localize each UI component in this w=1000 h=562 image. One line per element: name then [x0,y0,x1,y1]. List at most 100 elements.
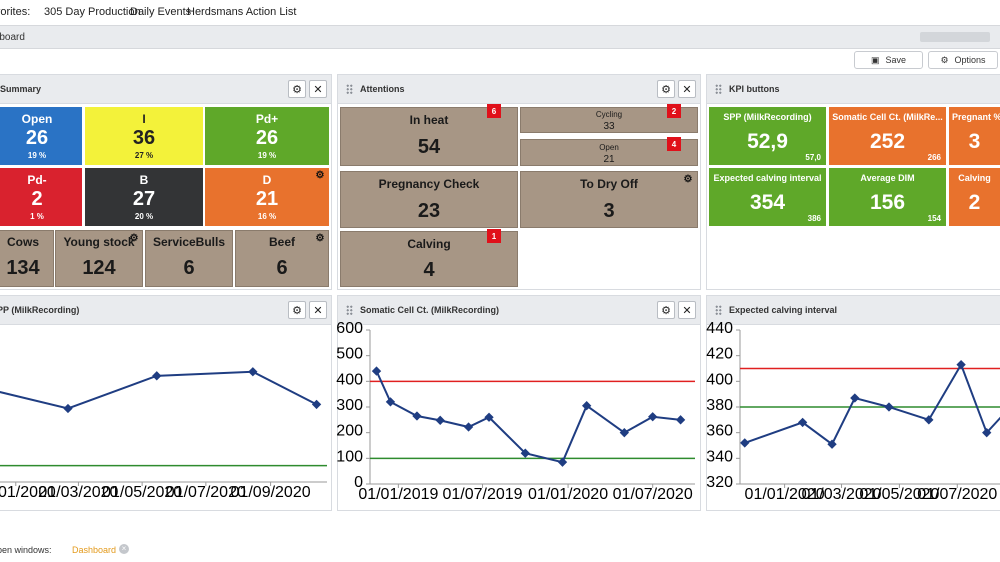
attention-label: Calving [407,237,451,251]
kpi-value: 156 [869,191,906,214]
panel-settings-button[interactable]: ⚙ [288,80,306,98]
herd-group-young-stock[interactable]: Young stock 124 ⚙ [55,230,143,287]
herd-tile-d[interactable]: D 21 16 % ⚙ [205,168,329,226]
tile-value: 26 [255,127,279,149]
gear-icon[interactable]: ⚙ [683,174,693,185]
favorite-link-305-day[interactable]: 305 Day Production [44,6,141,18]
y-tick-label: 380 [706,397,733,414]
tile-value: 26 [25,127,49,149]
attention-value: 54 [417,136,441,158]
close-icon[interactable]: × [119,544,129,554]
attention-in-heat[interactable]: In heat 54 6 [340,104,518,166]
x-tick-label: 01/07/2020 [917,486,997,503]
y-tick-label: 360 [706,423,733,440]
favorite-link-daily-events[interactable]: Daily Events [130,6,192,18]
kpi-tile-4[interactable]: Expected calving interval 354 386 [709,168,826,226]
kpi-label: SPP (MilkRecording) [723,112,812,122]
drag-handle-icon[interactable] [715,84,722,94]
data-point [884,402,894,412]
attention-open[interactable]: Open 21 4 [520,137,698,166]
herd-tile-pd-[interactable]: Pd- 2 1 % [0,168,82,226]
attention-cycling[interactable]: Cycling 33 2 [520,104,698,133]
x-tick-label: 01/05/2020 [102,484,182,501]
y-tick-label: 440 [706,320,733,337]
data-point [435,415,445,426]
panel-settings-button[interactable]: ⚙ [657,301,675,319]
x-tick-label: 01/01/2020 [528,486,608,503]
tile-label: Pd- [27,173,47,187]
data-point [371,366,382,376]
drag-handle-icon[interactable] [346,84,353,94]
tile-value: 27 [132,188,156,210]
options-button[interactable]: ⚙ Options [928,51,998,69]
attention-value: 21 [603,154,615,165]
attention-to-dry-off[interactable]: To Dry Off 3 ⚙ [520,171,698,228]
gear-icon: ⚙ [661,83,671,96]
tile-label: D [262,173,272,187]
y-tick-label: 340 [706,448,733,465]
x-tick-label: 01/01/2020 [0,484,56,501]
gear-icon[interactable]: ⚙ [315,233,325,244]
drag-handle-icon[interactable] [715,305,722,315]
kpi-tile-2[interactable]: Somatic Cell Ct. (MilkRe... 252 266 [829,107,946,165]
herd-tile-pd-[interactable]: Pd+ 26 19 % [205,107,329,165]
tile-percent: 16 % [257,212,277,221]
data-point [982,427,992,438]
panel-header[interactable]: Somatic Cell Ct. (MilkRecording) ⚙ ✕ [338,296,700,325]
panel-close-button[interactable]: ✕ [309,80,327,98]
panel-header[interactable]: SPP (MilkRecording) ⚙ ✕ [0,296,331,325]
favorite-link-herdsmans[interactable]: Herdsmans Action List [187,6,297,18]
herd-group-cows[interactable]: Cows 134 [0,230,54,287]
data-point [63,403,73,414]
attention-calving[interactable]: Calving 4 1 [340,229,518,287]
kpi-tile-5[interactable]: Average DIM 156 154 [829,168,946,226]
attention-label: To Dry Off [580,177,638,191]
favorites-label: Favorites: [0,6,31,18]
attention-pregnancy-check[interactable]: Pregnancy Check 23 [340,171,518,228]
panel-settings-button[interactable]: ⚙ [288,301,306,319]
panel-header[interactable]: Expected calving interval [707,296,1000,325]
panel-settings-button[interactable]: ⚙ [657,80,675,98]
panel-close-button[interactable]: ✕ [309,301,327,319]
data-point [648,412,658,422]
gear-icon[interactable]: ⚙ [315,170,325,181]
group-value: 124 [82,257,116,279]
options-label: Options [954,55,986,65]
attention-label: Open [599,143,619,152]
x-tick-label: 01/03/2020 [38,484,118,501]
group-label: Young stock [63,235,135,249]
group-value: 6 [276,257,288,279]
panel-header[interactable]: Herd Summary ⚙ ✕ [0,75,331,104]
herd-group-servicebulls[interactable]: ServiceBulls 6 [145,230,233,287]
open-window-tab-dashboard[interactable]: Dashboard [72,545,117,555]
herd-tile-b[interactable]: B 27 20 % [85,168,203,226]
kpi-tile-6[interactable]: Calving 2 [949,168,1000,226]
data-point [248,367,258,377]
attention-badge: 2 [667,104,681,118]
herd-tile-open[interactable]: Open 26 19 % [0,107,82,165]
kpi-tile-1[interactable]: SPP (MilkRecording) 52,9 57,0 [709,107,826,165]
group-label: Beef [268,235,295,249]
save-button[interactable]: ▣ Save [854,51,923,69]
x-tick-label: 01/07/2019 [442,486,522,503]
panel-header[interactable]: KPI buttons [707,75,1000,104]
drag-handle-icon[interactable] [346,305,353,315]
panel-close-button[interactable]: ✕ [678,80,696,98]
y-tick-label: 320 [706,474,733,491]
data-point [924,415,934,425]
gear-icon[interactable]: ⚙ [129,233,139,244]
kpi-previous-value: 154 [927,214,941,223]
attention-value: 23 [417,200,441,222]
favorites-bar: Favorites: 305 Day Production Daily Even… [0,0,1000,22]
panel-close-button[interactable]: ✕ [678,301,696,319]
kpi-tile-3[interactable]: Pregnant % 3 [949,107,1000,165]
data-point [311,399,322,410]
y-tick-label: 400 [336,371,363,388]
floppy-icon: ▣ [870,54,880,65]
panel-header[interactable]: Attentions ⚙ ✕ [338,75,700,104]
kpi-previous-value: 57,0 [805,153,821,162]
herd-tile-i[interactable]: I 36 27 % [85,107,203,165]
y-tick-label: 200 [336,423,363,440]
herd-group-beef[interactable]: Beef 6 ⚙ [235,230,329,287]
